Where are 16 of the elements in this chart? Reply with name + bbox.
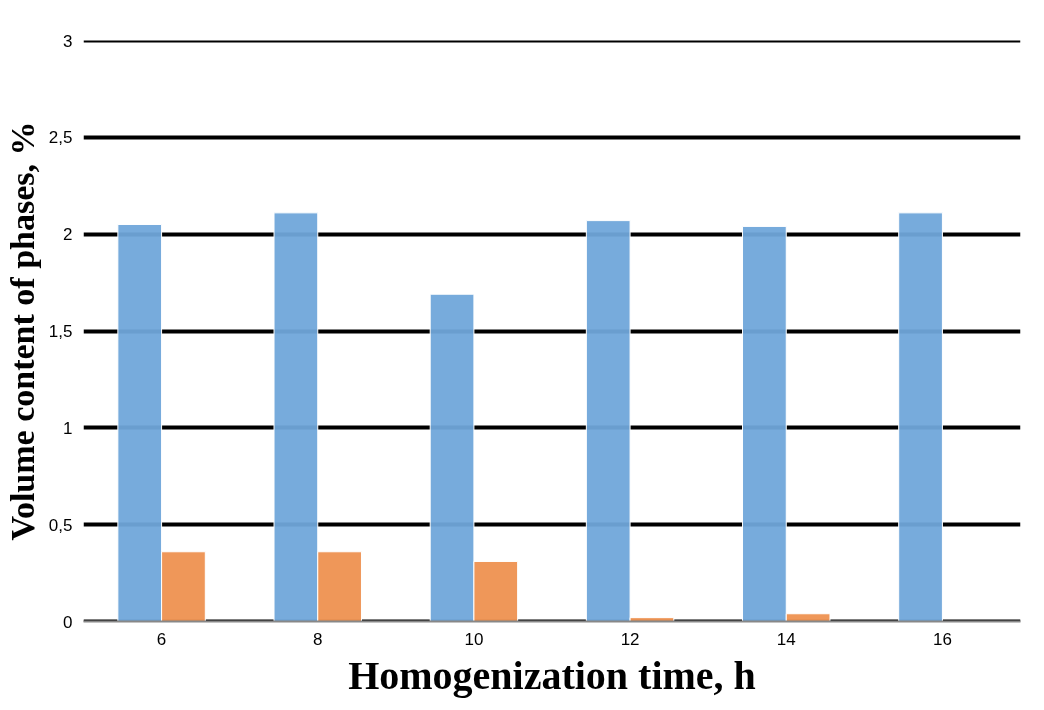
bar [898,212,943,622]
x-axis-title: Homogenization time, h [348,652,756,698]
x-tick-label: 6 [156,629,167,649]
x-tick-label: 10 [464,629,484,649]
y-tick-label: 2,5 [48,128,73,148]
y-tick-label: 3 [63,31,73,51]
x-tick-label: 16 [932,629,952,649]
y-tick-label: 1,5 [48,322,73,341]
x-tick-label: 14 [776,629,796,649]
x-tick-label: 12 [620,629,640,649]
y-tick-label: 2 [63,225,73,245]
y-tick-label: 1 [63,418,73,438]
y-axis-title: Volume content of phases, % [3,121,41,541]
y-tick-label: 0,5 [48,515,73,535]
y-tick-label: 0 [63,612,73,632]
x-tick-label: 8 [313,629,323,649]
